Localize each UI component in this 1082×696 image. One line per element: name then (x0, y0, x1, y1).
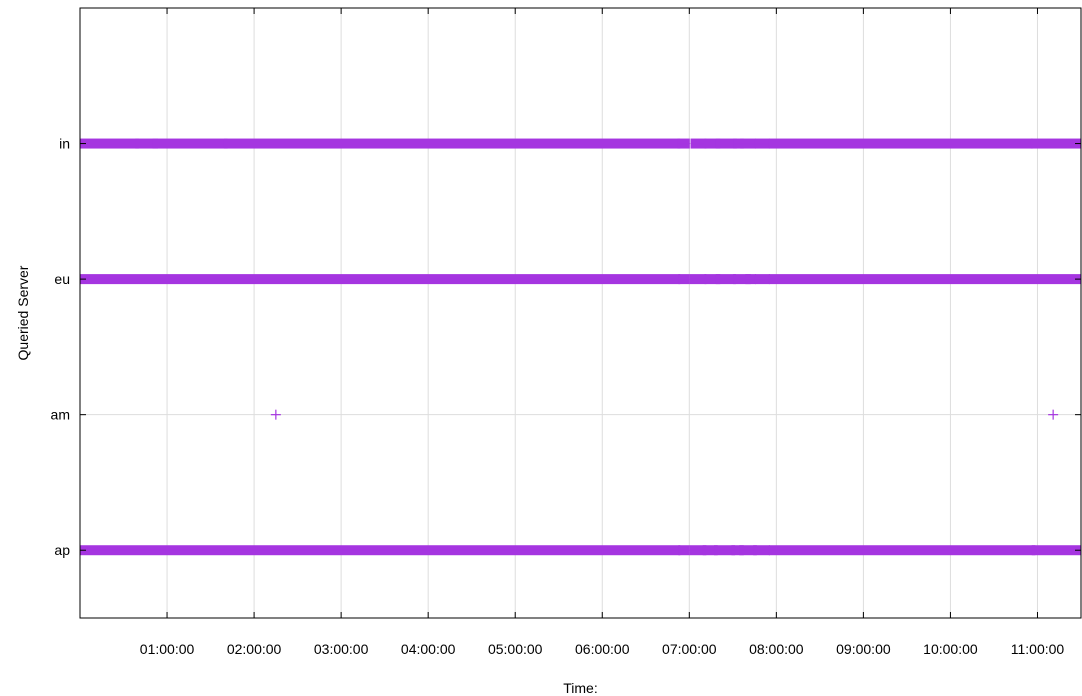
x-tick-label: 11:00:00 (1011, 641, 1065, 657)
y-tick-label: in (59, 136, 70, 152)
data-point (1048, 409, 1059, 420)
x-tick-label: 06:00:00 (575, 641, 630, 657)
axis-ticks: 01:00:00 02:00:00 03:00:00 04:00:00 05:00:00… (51, 8, 1081, 657)
x-tick-label: 02:00:00 (227, 641, 282, 657)
y-tick-label: eu (54, 271, 70, 287)
x-tick-label: 09:00:00 (836, 641, 891, 657)
x-tick-label: 03:00:00 (314, 641, 369, 657)
x-axis-title: Time: (563, 680, 597, 696)
data-point (270, 409, 281, 420)
plot-frame (79, 7, 1082, 619)
series-eu (80, 274, 1081, 285)
x-tick-label: 10:00:00 (923, 641, 978, 657)
y-axis-title: Queried Server (15, 265, 31, 360)
series-am (270, 409, 1059, 420)
x-tick-label: 07:00:00 (662, 641, 717, 657)
x-tick-label: 08:00:00 (749, 641, 804, 657)
x-tick-label: 05:00:00 (488, 641, 543, 657)
data-marks (80, 138, 1081, 556)
y-tick-label: am (51, 407, 70, 423)
series-in (80, 138, 1081, 149)
y-tick-label: ap (54, 542, 70, 558)
series-ap (80, 545, 1081, 556)
grid-lines (80, 8, 1081, 618)
x-tick-label: 01:00:00 (140, 641, 195, 657)
x-tick-label: 04:00:00 (401, 641, 456, 657)
